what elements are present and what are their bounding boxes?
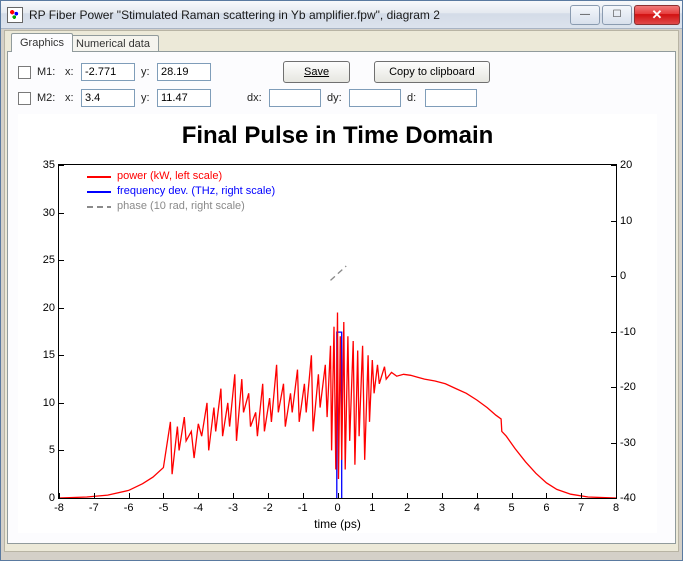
marker-row-1: M1: x: y: Save Copy to clipboard <box>18 60 665 84</box>
legend-label-1: frequency dev. (THz, right scale) <box>117 184 275 199</box>
m1-checkbox[interactable] <box>18 66 31 79</box>
m2-x-input[interactable] <box>81 89 135 107</box>
save-label: Save <box>304 66 329 78</box>
m2-y-label: y: <box>141 92 151 104</box>
legend-label-2: phase (10 rad, right scale) <box>117 199 245 214</box>
chart-svg <box>59 165 616 498</box>
tab-graphics[interactable]: Graphics <box>11 33 73 52</box>
legend-label-0: power (kW, left scale) <box>117 169 222 184</box>
legend-swatch-2 <box>87 206 111 208</box>
dy-input[interactable] <box>349 89 401 107</box>
legend-row-2: phase (10 rad, right scale) <box>87 199 275 214</box>
m2-checkbox[interactable] <box>18 92 31 105</box>
legend-swatch-0 <box>87 176 111 178</box>
maximize-button[interactable]: ☐ <box>602 5 632 25</box>
x-axis-label: time (ps) <box>18 517 657 531</box>
dy-label: dy: <box>327 92 343 104</box>
tab-strip: Graphics Numerical data <box>9 33 674 53</box>
d-label: d: <box>407 92 419 104</box>
app-icon <box>7 7 23 23</box>
dx-label: dx: <box>247 92 263 104</box>
legend-row-0: power (kW, left scale) <box>87 169 275 184</box>
tab-panel: M1: x: y: Save Copy to clipboard M2: x: … <box>7 51 676 544</box>
marker-row-2: M2: x: y: dx: dy: d: <box>18 86 665 110</box>
save-button[interactable]: Save <box>283 61 350 83</box>
m2-label: M2: <box>37 92 59 104</box>
m1-x-label: x: <box>65 66 75 78</box>
window-buttons: — ☐ ✕ <box>568 5 680 25</box>
copy-button[interactable]: Copy to clipboard <box>374 61 490 83</box>
legend-swatch-1 <box>87 191 111 193</box>
legend-row-1: frequency dev. (THz, right scale) <box>87 184 275 199</box>
titlebar: RP Fiber Power "Stimulated Raman scatter… <box>1 1 682 29</box>
m2-y-input[interactable] <box>157 89 211 107</box>
plot-box: power (kW, left scale) frequency dev. (T… <box>58 164 617 499</box>
dx-input[interactable] <box>269 89 321 107</box>
minimize-button[interactable]: — <box>570 5 600 25</box>
m1-y-label: y: <box>141 66 151 78</box>
m2-x-label: x: <box>65 92 75 104</box>
chart-area: Final Pulse in Time Domain power (kW, le… <box>18 114 657 533</box>
m1-x-input[interactable] <box>81 63 135 81</box>
chart-legend: power (kW, left scale) frequency dev. (T… <box>87 169 275 214</box>
m1-label: M1: <box>37 66 59 78</box>
d-input[interactable] <box>425 89 477 107</box>
client-area: Graphics Numerical data M1: x: y: Save C… <box>4 30 679 552</box>
window-title: RP Fiber Power "Stimulated Raman scatter… <box>29 8 568 22</box>
close-button[interactable]: ✕ <box>634 5 680 25</box>
m1-y-input[interactable] <box>157 63 211 81</box>
chart-title: Final Pulse in Time Domain <box>18 122 657 150</box>
